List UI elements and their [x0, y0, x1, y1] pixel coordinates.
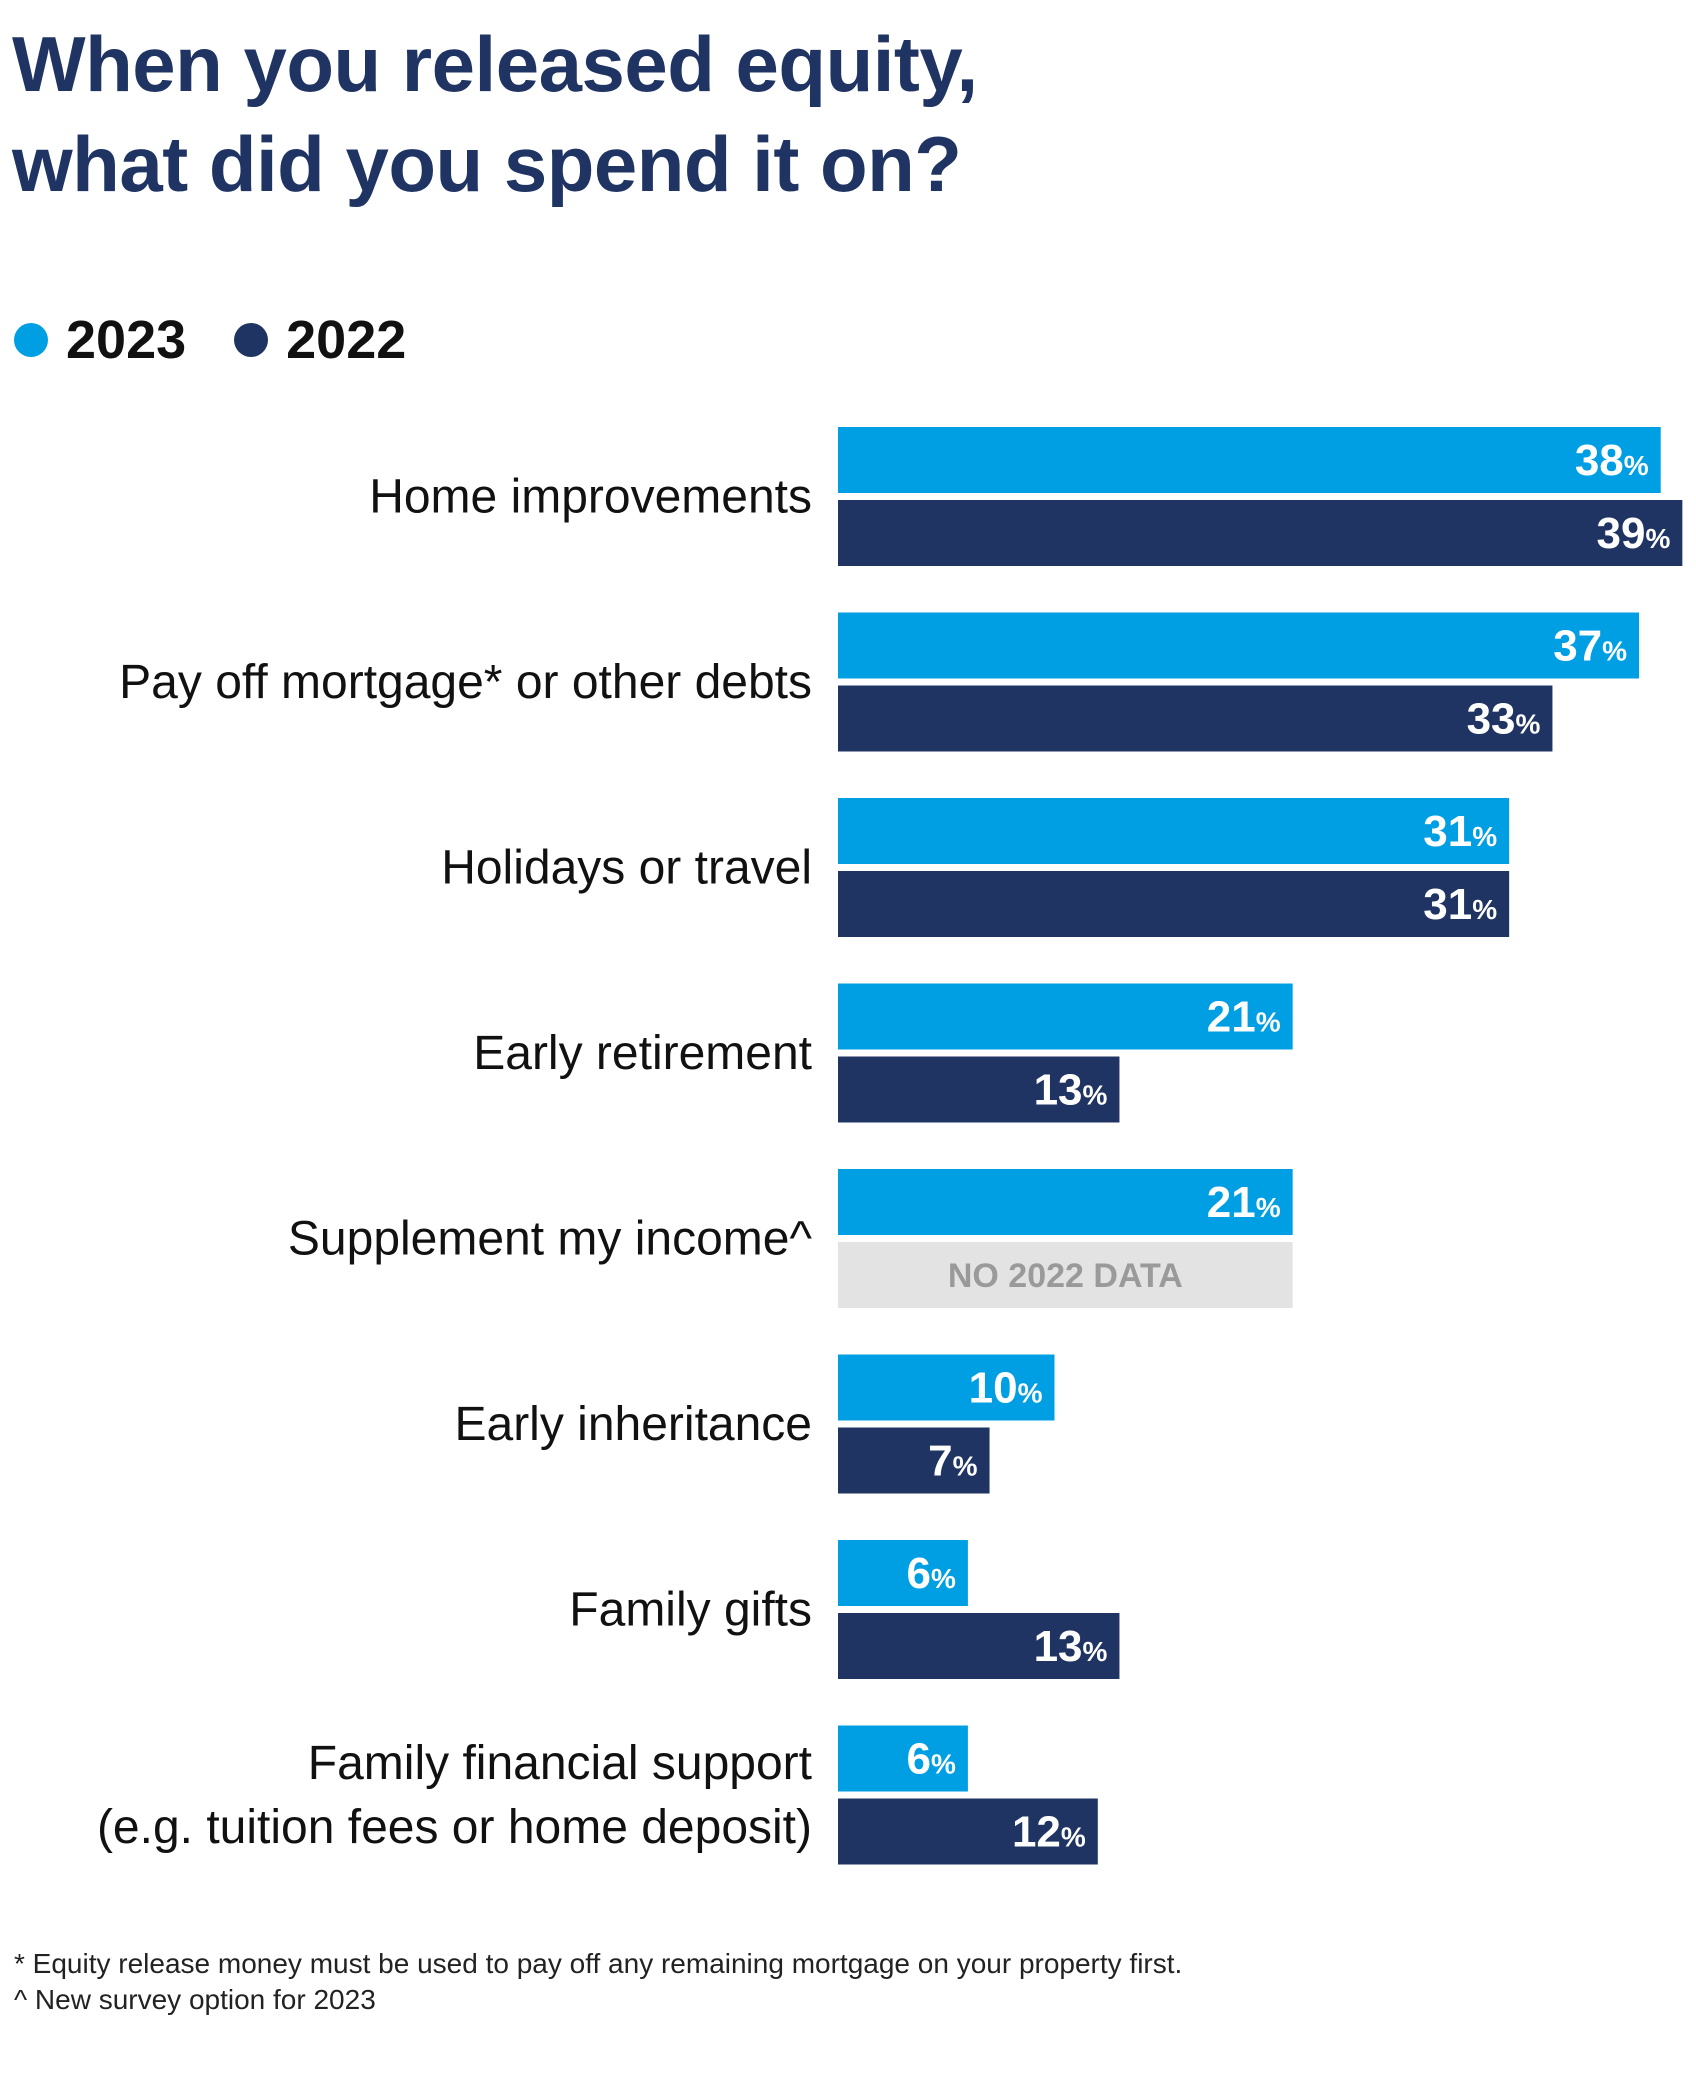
- bar-2022: [838, 500, 1683, 566]
- category-label: (e.g. tuition fees or home deposit): [97, 1801, 812, 1854]
- footnote-new-option: ^ New survey option for 2023: [14, 1984, 376, 2015]
- bar-2023: [838, 1725, 968, 1792]
- bar-2023: [838, 798, 1510, 864]
- no-data-label: NO 2022 DATA: [948, 1257, 1183, 1295]
- data-label: 12%: [1012, 1808, 1086, 1857]
- legend-item-2022: 2022: [234, 309, 406, 371]
- chart-title: When you released equity, what did you s…: [12, 14, 1212, 214]
- no-data-bar: [838, 1242, 1293, 1308]
- footnotes: * Equity release money must be used to p…: [14, 1946, 1614, 2018]
- chart-title-line-1: When you released equity,: [12, 20, 978, 108]
- bar-2023: [838, 1354, 1055, 1421]
- legend-dot-icon: [234, 323, 269, 357]
- category-label: Holidays or travel: [441, 842, 812, 895]
- data-label: 31%: [1423, 880, 1497, 929]
- legend-label-2023: 2023: [66, 310, 187, 370]
- category-label: Early retirement: [473, 1027, 812, 1080]
- legend-item-2023: 2023: [14, 309, 186, 371]
- bar-2022: [838, 871, 1510, 937]
- bar-2023: [838, 1540, 968, 1606]
- category-label: Family gifts: [569, 1584, 812, 1637]
- bar-2023: [838, 983, 1293, 1050]
- chart-legend: 2023 2022: [14, 310, 454, 370]
- legend-label-2022: 2022: [286, 310, 407, 370]
- category-label: Home improvements: [369, 471, 812, 524]
- data-label: 31%: [1423, 807, 1497, 856]
- category-label: Early inheritance: [454, 1398, 812, 1451]
- bar-2023: [838, 427, 1661, 493]
- footnote-mortgage: * Equity release money must be used to p…: [14, 1948, 1183, 1979]
- bar-2022: [838, 1613, 1120, 1679]
- bar-2022: [838, 1798, 1098, 1865]
- category-label: Supplement my income^: [288, 1213, 813, 1266]
- bar-2023: [838, 612, 1640, 679]
- legend-dot-icon: [14, 323, 48, 357]
- bar-2023: [838, 1169, 1293, 1235]
- category-label: Pay off mortgage* or other debts: [119, 656, 812, 709]
- chart-title-line-2: what did you spend it on?: [12, 120, 962, 208]
- bar-2022: [838, 1056, 1120, 1123]
- category-label: Family financial support: [308, 1737, 812, 1790]
- bar-2022: [838, 685, 1553, 752]
- bar-2022: [838, 1427, 990, 1494]
